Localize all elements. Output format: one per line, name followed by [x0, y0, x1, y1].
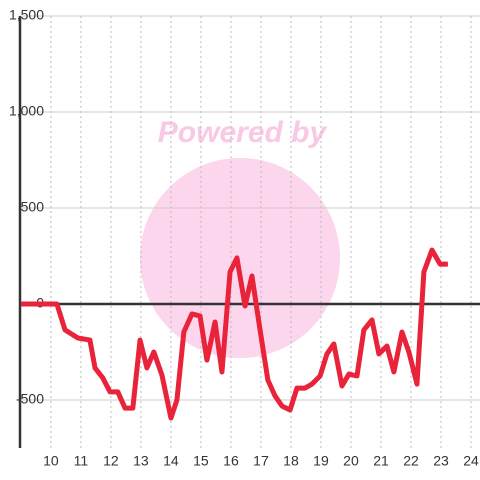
x-tick-label: 20 — [343, 453, 359, 469]
x-tick-label: 17 — [253, 453, 269, 469]
x-tick-label: 12 — [103, 453, 119, 469]
x-tick-label: 24 — [463, 453, 479, 469]
x-tick-label: 15 — [193, 453, 209, 469]
x-tick-label: 23 — [433, 453, 449, 469]
watermark: Powered by — [158, 116, 328, 149]
x-tick-label: 13 — [133, 453, 149, 469]
x-tick-label: 10 — [43, 453, 59, 469]
x-tick-label: 11 — [74, 453, 89, 469]
y-tick-label: 500 — [21, 199, 45, 215]
x-tick-label: 18 — [283, 453, 299, 469]
x-tick-label: 21 — [373, 453, 389, 469]
x-tick-label: 19 — [313, 453, 329, 469]
y-tick-label: 1,000 — [9, 103, 44, 119]
data-line — [20, 247, 448, 421]
y-tick-label: 1,500 — [9, 7, 44, 23]
y-tick-label: -500 — [16, 391, 44, 407]
x-tick-label: 16 — [223, 453, 239, 469]
x-tick-label: 22 — [403, 453, 419, 469]
x-tick-label: 14 — [163, 453, 179, 469]
watermark-logo — [140, 158, 340, 358]
